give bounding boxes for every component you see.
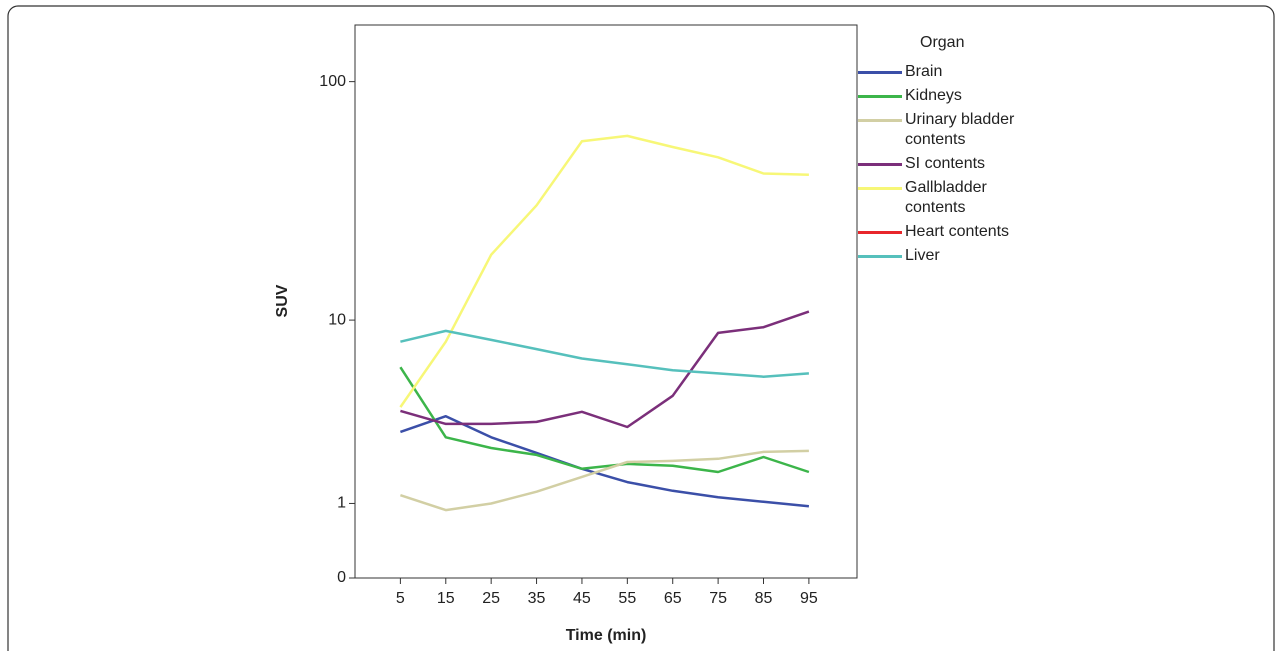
x-tick-label: 5 [396,590,405,607]
x-tick-label: 65 [664,590,682,607]
legend-entry: Gallbladder contents [858,178,1040,218]
legend-label: Urinary bladder contents [905,111,1015,148]
legend-swatch [858,119,902,122]
y-axis-label: SUV [274,284,291,317]
legend-swatch [858,231,902,234]
legend-swatch [858,71,902,74]
series-line [400,329,809,378]
legend-entry: Kidneys [858,86,1040,106]
legend-entry: Urinary bladder contents [858,110,1040,150]
y-tick-label: 0 [337,569,346,586]
legend-label: Brain [905,63,943,80]
plot-area [354,24,858,579]
series-line [400,449,809,512]
legend-label: SI contents [905,155,986,172]
x-axis-label: Time (min) [566,627,647,644]
legend-swatch [858,95,902,98]
legend-label: Heart contents [905,223,1010,240]
y-tick-label: 10 [328,311,346,328]
legend-label: Kidneys [905,87,962,104]
legend-label: Gallbladder contents [905,179,987,216]
x-tick-label: 15 [437,590,455,607]
x-tick-label: 55 [618,590,636,607]
legend-entry: Liver [858,246,1040,266]
legend-entry: Brain [858,62,1040,82]
legend-entry: Heart contents [858,222,1040,242]
y-tick-label: 100 [319,73,346,90]
legend-title: Organ [920,34,965,51]
series-line [400,310,810,429]
x-tick-label: 85 [755,590,773,607]
legend-swatch [858,255,902,258]
x-tick-label: 25 [482,590,500,607]
x-tick-label: 75 [709,590,727,607]
series-line [399,134,809,408]
legend: Organ Brain Kidneys Urinary bladder conten… [858,34,1040,266]
y-tick-label: 1 [337,495,346,512]
series-line [399,414,810,508]
legend-label: Liver [905,247,940,264]
legend-swatch [858,163,902,166]
series-line [399,366,810,474]
x-tick-label: 35 [528,590,546,607]
x-tick-label: 45 [573,590,591,607]
x-tick-label: 95 [800,590,818,607]
legend-entry: SI contents [858,154,1040,174]
legend-swatch [858,187,902,190]
frame [7,5,1275,651]
